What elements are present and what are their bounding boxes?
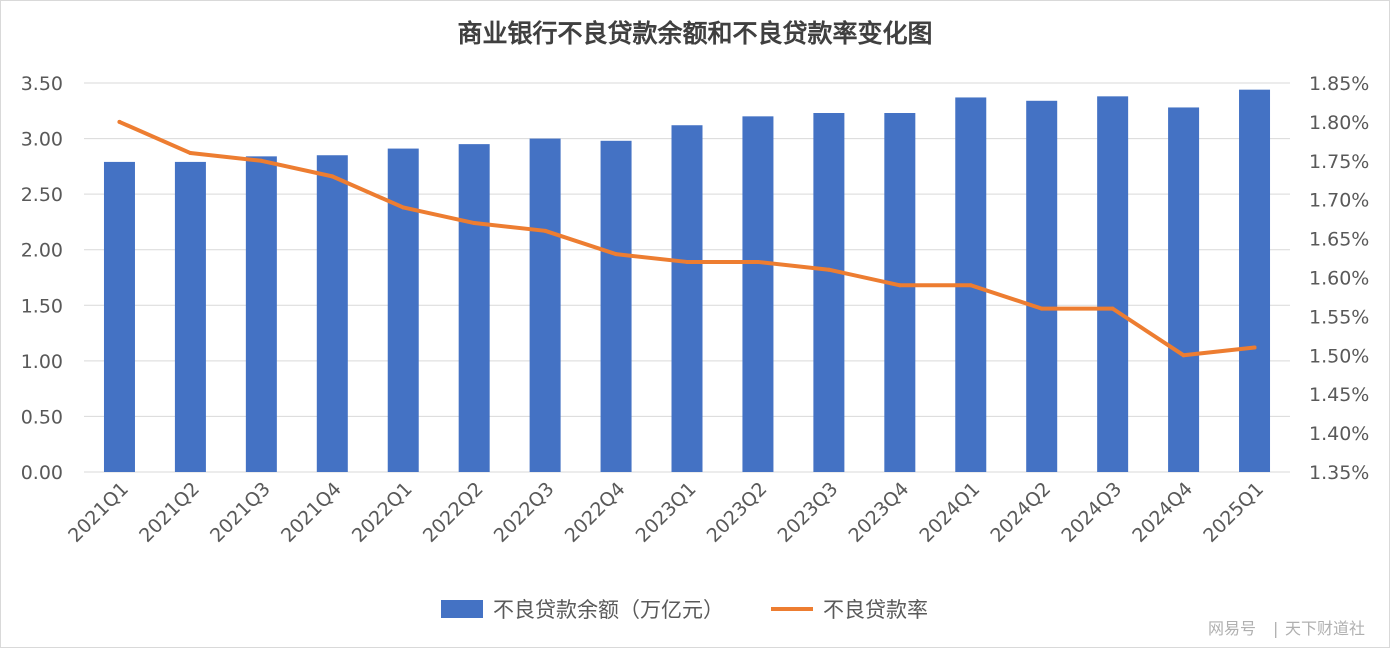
bar bbox=[742, 116, 774, 472]
left-tick-label: 2.00 bbox=[21, 240, 63, 262]
right-tick-label: 1.80% bbox=[1309, 112, 1369, 134]
line-point bbox=[968, 283, 973, 288]
left-axis: 0.00 0.50 1.00 1.50 2.00 2.50 3.00 3.50 bbox=[21, 73, 63, 484]
bar bbox=[884, 113, 916, 472]
line-series bbox=[117, 119, 1257, 358]
right-tick-label: 1.65% bbox=[1309, 229, 1369, 251]
left-tick-label: 1.50 bbox=[21, 295, 63, 317]
bar bbox=[316, 155, 348, 472]
legend-line-label: 不良贷款率 bbox=[823, 598, 928, 622]
bar bbox=[600, 140, 632, 472]
bar bbox=[387, 148, 419, 472]
line-point bbox=[543, 228, 548, 233]
line-point bbox=[330, 174, 335, 179]
line-point bbox=[188, 151, 193, 156]
watermark-separator: | bbox=[1273, 619, 1278, 638]
line-point bbox=[897, 283, 902, 288]
bar bbox=[1168, 107, 1200, 473]
bar bbox=[103, 161, 135, 472]
right-tick-label: 1.35% bbox=[1309, 462, 1369, 484]
bar bbox=[813, 113, 845, 472]
legend: 不良贷款余额（万亿元） 不良贷款率 bbox=[441, 598, 928, 622]
chart-title: 商业银行不良贷款余额和不良贷款率变化图 bbox=[457, 19, 932, 48]
bar bbox=[458, 144, 490, 472]
line-point bbox=[1252, 345, 1257, 350]
bar bbox=[1097, 96, 1129, 472]
left-tick-label: 1.00 bbox=[21, 351, 63, 373]
right-tick-label: 1.50% bbox=[1309, 345, 1369, 367]
legend-bar-label: 不良贷款余额（万亿元） bbox=[493, 598, 724, 622]
line-point bbox=[755, 259, 760, 264]
watermark-source: 网易号 bbox=[1208, 619, 1256, 638]
line-point bbox=[685, 259, 689, 264]
line-point bbox=[1181, 353, 1186, 358]
right-tick-label: 1.70% bbox=[1309, 190, 1369, 212]
right-tick-label: 1.55% bbox=[1309, 306, 1369, 328]
line-point bbox=[401, 205, 406, 210]
right-tick-label: 1.60% bbox=[1309, 268, 1369, 290]
right-tick-label: 1.75% bbox=[1309, 151, 1369, 173]
watermark: 网易号 | 天下财道社 bbox=[1208, 619, 1365, 638]
line-point bbox=[117, 119, 122, 124]
left-tick-label: 2.50 bbox=[21, 184, 63, 206]
bar bbox=[1239, 89, 1271, 472]
line-point bbox=[826, 267, 831, 272]
left-tick-label: 0.00 bbox=[21, 462, 63, 484]
bar bbox=[1026, 100, 1058, 472]
line-point bbox=[259, 158, 264, 163]
left-tick-label: 3.50 bbox=[21, 73, 63, 95]
bar bbox=[529, 138, 561, 473]
left-tick-label: 0.50 bbox=[21, 406, 63, 428]
watermark-author: 天下财道社 bbox=[1285, 619, 1365, 638]
line-point bbox=[614, 252, 619, 257]
line-point bbox=[472, 221, 477, 226]
right-tick-label: 1.40% bbox=[1309, 423, 1369, 445]
line-point bbox=[1110, 306, 1115, 311]
legend-bar-swatch bbox=[441, 600, 483, 618]
bar bbox=[245, 156, 277, 472]
right-tick-label: 1.85% bbox=[1309, 73, 1369, 95]
line-point bbox=[1039, 306, 1044, 311]
right-tick-label: 1.45% bbox=[1309, 384, 1369, 406]
left-tick-label: 3.00 bbox=[21, 129, 63, 151]
bar bbox=[671, 125, 703, 472]
bar bbox=[174, 161, 206, 472]
right-axis: 1.35% 1.40% 1.45% 1.50% 1.55% 1.60% 1.65% 1.70%… bbox=[1309, 73, 1369, 484]
